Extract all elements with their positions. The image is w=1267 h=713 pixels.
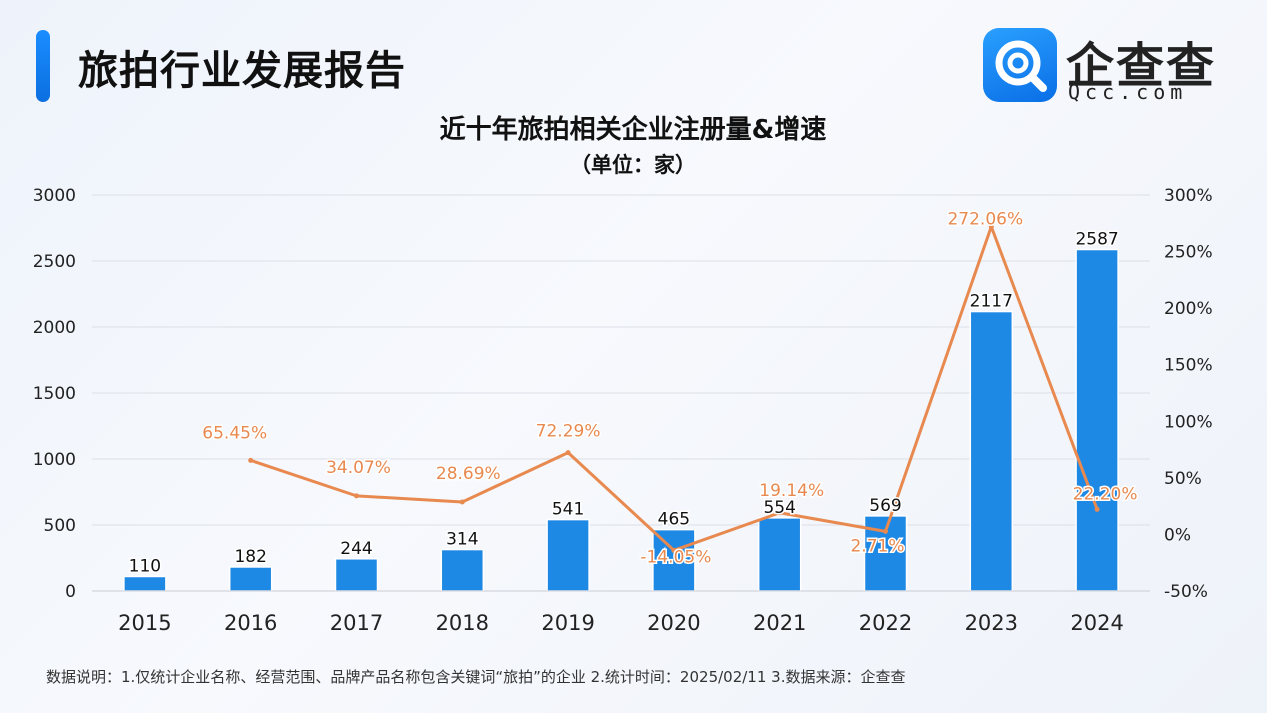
magnifier-icon <box>995 40 1047 92</box>
growth-point <box>354 493 359 499</box>
logo-text: 企查查 <box>1066 38 1217 94</box>
chart-title: 近十年旅拍相关企业注册量&增速 <box>440 114 827 145</box>
growth-rate-label: 72.29% <box>536 422 601 442</box>
bar-value-label: 244 <box>340 539 372 559</box>
x-axis-tick-label: 2024 <box>1070 611 1123 635</box>
bar <box>334 558 379 592</box>
x-axis-tick-label: 2022 <box>859 611 912 635</box>
bar-value-label: 554 <box>763 498 795 518</box>
qcc-logo-icon <box>983 28 1057 102</box>
x-axis-tick-label: 2021 <box>753 611 806 635</box>
left-axis-tick-label: 1500 <box>33 384 76 404</box>
growth-rate-label: 22.20% <box>1073 484 1138 504</box>
growth-rate-label: 19.14% <box>759 481 824 501</box>
bar-value-label: 314 <box>446 530 478 550</box>
x-axis-tick-label: 2020 <box>647 611 700 635</box>
growth-rate-label: 34.07% <box>326 458 391 478</box>
bar <box>123 575 167 592</box>
bar <box>652 528 696 592</box>
logo-domain: Qcc.com <box>1068 80 1188 104</box>
left-axis-tick-label: 500 <box>44 516 76 536</box>
left-axis-tick-label: 2500 <box>33 252 76 272</box>
bar <box>440 548 485 592</box>
growth-point <box>248 457 254 463</box>
bar <box>228 566 273 592</box>
bar-value-label: 541 <box>552 500 584 520</box>
left-axis-tick-label: 0 <box>65 582 76 602</box>
growth-rate-label: 65.45% <box>202 423 267 443</box>
growth-point <box>883 528 888 534</box>
left-axis-tick-label: 3000 <box>33 186 76 206</box>
right-axis-tick-label: 200% <box>1164 299 1213 319</box>
growth-point <box>565 450 571 456</box>
bar-value-label: 182 <box>234 547 266 567</box>
chart-subtitle: （单位：家） <box>570 153 696 177</box>
x-axis-tick-label: 2015 <box>118 611 171 635</box>
bar <box>546 518 590 592</box>
data-note: 数据说明：1.仅统计企业名称、经营范围、品牌产品名称包含关键词“旅拍”的企业 2… <box>46 668 906 686</box>
right-axis-tick-label: 250% <box>1164 243 1213 263</box>
growth-rate-label: 2.71% <box>850 536 904 556</box>
left-axis-tick-label: 1000 <box>33 450 76 470</box>
bar-value-label: 2587 <box>1075 230 1118 250</box>
bar-value-label: 465 <box>658 510 690 530</box>
right-axis-tick-label: -50% <box>1164 582 1208 602</box>
growth-point <box>671 547 677 553</box>
right-axis-tick-label: 100% <box>1164 412 1213 432</box>
growth-point <box>1094 506 1100 512</box>
right-axis-tick-label: 300% <box>1164 186 1213 206</box>
growth-point <box>459 499 465 505</box>
bar <box>757 517 802 592</box>
bar <box>969 310 1014 592</box>
x-axis-tick-label: 2023 <box>965 611 1018 635</box>
report-title: 旅拍行业发展报告 <box>78 48 406 94</box>
bar-value-label: 2117 <box>970 292 1013 312</box>
bar-value-label: 110 <box>129 556 161 576</box>
right-axis-tick-label: 150% <box>1164 356 1213 376</box>
title-accent-bar <box>36 30 50 102</box>
x-axis-tick-label: 2019 <box>541 611 594 635</box>
right-axis-tick-label: 50% <box>1164 469 1202 489</box>
x-axis-tick-label: 2018 <box>436 611 489 635</box>
growth-rate-label: 272.06% <box>947 210 1023 230</box>
growth-rate-label: 28.69% <box>436 464 501 484</box>
growth-rate-label: -14.05% <box>640 547 711 567</box>
right-axis-tick-label: 0% <box>1164 525 1191 545</box>
bar-value-label: 569 <box>869 496 901 516</box>
left-axis-tick-label: 2000 <box>33 318 76 338</box>
bar <box>1075 248 1119 592</box>
growth-point <box>988 224 994 230</box>
growth-point <box>777 510 783 516</box>
x-axis-tick-label: 2016 <box>224 611 277 635</box>
x-axis-tick-label: 2017 <box>330 611 383 635</box>
